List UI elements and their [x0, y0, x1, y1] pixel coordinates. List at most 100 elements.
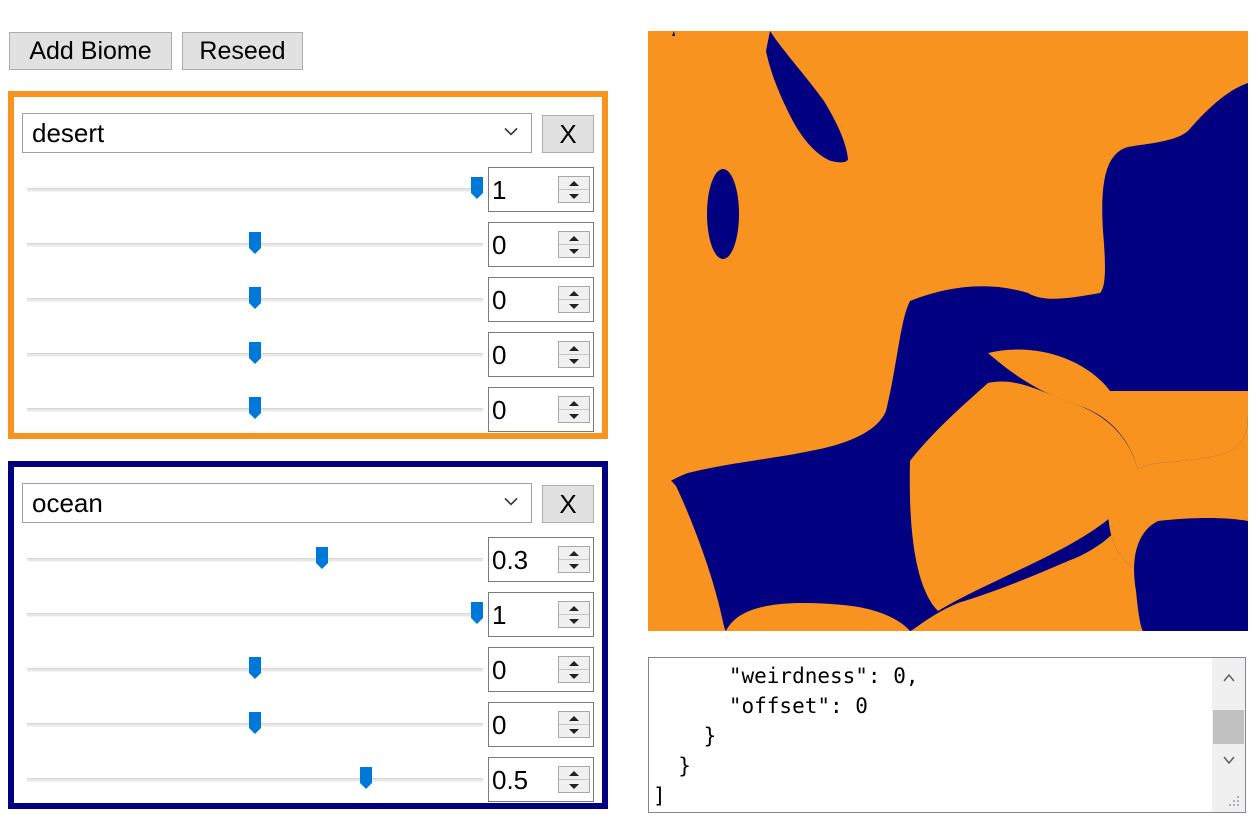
slider-thumb[interactable] — [249, 342, 261, 364]
spin-down-arrow-icon[interactable] — [559, 190, 589, 203]
parameter-spinbox[interactable]: 0 — [488, 222, 594, 267]
spin-up-arrow-icon[interactable] — [559, 287, 589, 300]
parameter-spinbox[interactable]: 1 — [488, 167, 594, 212]
spin-up-arrow-icon[interactable] — [559, 602, 589, 615]
desert-region — [910, 349, 1248, 631]
parameter-spinbox[interactable]: 0 — [488, 332, 594, 377]
spin-arrows — [558, 711, 590, 738]
biome-map — [648, 31, 1248, 631]
parameter-spinbox[interactable]: 0 — [488, 387, 594, 432]
parameter-value: 0 — [492, 230, 507, 260]
spin-down-arrow-icon[interactable] — [559, 780, 589, 793]
spin-down-arrow-icon[interactable] — [559, 245, 589, 258]
parameter-spinbox[interactable]: 0 — [488, 277, 594, 322]
json-line: "offset": 0 — [653, 694, 868, 718]
spin-up-arrow-icon[interactable] — [559, 397, 589, 410]
json-line: } — [653, 724, 717, 748]
parameter-row: 0 — [14, 332, 602, 380]
biome-type-value: desert — [32, 117, 105, 148]
ocean-region — [707, 169, 739, 259]
json-line: } — [653, 754, 691, 778]
ocean-region — [672, 31, 675, 36]
spin-arrows — [558, 176, 590, 203]
spin-down-arrow-icon[interactable] — [559, 560, 589, 573]
slider-thumb[interactable] — [249, 657, 261, 679]
spin-arrows — [558, 601, 590, 628]
spin-up-arrow-icon[interactable] — [559, 712, 589, 725]
parameter-value: 0.3 — [492, 545, 529, 575]
parameter-row: 0 — [14, 277, 602, 325]
chevron-down-icon — [504, 127, 518, 136]
slider-thumb[interactable] — [249, 712, 261, 734]
parameter-slider[interactable] — [27, 188, 483, 192]
parameter-slider[interactable] — [27, 558, 483, 562]
add-biome-button[interactable]: Add Biome — [9, 32, 172, 70]
remove-biome-button[interactable]: X — [542, 485, 594, 523]
ocean-region — [766, 31, 848, 163]
spin-down-arrow-icon[interactable] — [559, 410, 589, 423]
parameter-row: 0 — [14, 702, 602, 750]
spin-up-arrow-icon[interactable] — [559, 657, 589, 670]
spin-down-arrow-icon[interactable] — [559, 300, 589, 313]
json-line: ] — [653, 784, 666, 808]
json-line: "weirdness": 0, — [653, 664, 919, 688]
parameter-slider[interactable] — [27, 778, 483, 782]
biome-panel-desert: desert X 1 0 0 0 0 — [8, 91, 608, 439]
spin-arrows — [558, 766, 590, 793]
scroll-down-arrow-icon[interactable] — [1223, 754, 1235, 766]
parameter-spinbox[interactable]: 0.5 — [488, 757, 594, 802]
biome-type-select[interactable]: ocean — [22, 483, 532, 523]
ocean-region — [1134, 518, 1248, 631]
spin-down-arrow-icon[interactable] — [559, 615, 589, 628]
parameter-spinbox[interactable]: 0 — [488, 647, 594, 692]
parameter-spinbox[interactable]: 1 — [488, 592, 594, 637]
vertical-scrollbar[interactable] — [1212, 658, 1245, 812]
spin-up-arrow-icon[interactable] — [559, 177, 589, 190]
parameter-spinbox[interactable]: 0.3 — [488, 537, 594, 582]
spin-arrows — [558, 231, 590, 258]
slider-thumb[interactable] — [360, 767, 372, 789]
parameter-value: 0 — [492, 395, 507, 425]
slider-thumb[interactable] — [315, 547, 328, 569]
slider-thumb[interactable] — [471, 177, 483, 199]
spin-arrows — [558, 546, 590, 573]
desert-region — [648, 463, 726, 631]
slider-thumb[interactable] — [249, 397, 261, 419]
desert-region — [909, 381, 1140, 611]
biome-type-value: ocean — [32, 487, 103, 518]
spin-up-arrow-icon[interactable] — [559, 547, 589, 560]
scrollbar-thumb[interactable] — [1213, 710, 1244, 744]
spin-down-arrow-icon[interactable] — [559, 670, 589, 683]
parameter-slider[interactable] — [27, 613, 483, 617]
json-output-text: "weirdness": 0, "offset": 0 } }] — [649, 661, 919, 811]
spin-down-arrow-icon[interactable] — [559, 355, 589, 368]
slider-thumb[interactable] — [249, 232, 261, 254]
scroll-up-arrow-icon[interactable] — [1223, 672, 1235, 684]
biome-type-select[interactable]: desert — [22, 113, 532, 153]
spin-arrows — [558, 286, 590, 313]
parameter-value: 1 — [492, 600, 507, 630]
resize-grip-icon[interactable] — [1227, 794, 1241, 808]
json-output-textarea[interactable]: "weirdness": 0, "offset": 0 } }] — [648, 657, 1246, 813]
parameter-row: 0 — [14, 222, 602, 270]
parameter-value: 0 — [492, 710, 507, 740]
slider-thumb[interactable] — [249, 287, 261, 309]
spin-arrows — [558, 656, 590, 683]
spin-up-arrow-icon[interactable] — [559, 767, 589, 780]
chevron-down-icon — [504, 497, 518, 506]
spin-arrows — [558, 341, 590, 368]
remove-biome-button[interactable]: X — [542, 115, 594, 153]
parameter-value: 0.5 — [492, 765, 529, 795]
parameter-spinbox[interactable]: 0 — [488, 702, 594, 747]
spin-up-arrow-icon[interactable] — [559, 232, 589, 245]
parameter-value: 0 — [492, 340, 507, 370]
slider-thumb[interactable] — [471, 602, 483, 624]
biome-panel-ocean: ocean X 0.3 1 0 0 0.5 — [8, 461, 608, 809]
spin-down-arrow-icon[interactable] — [559, 725, 589, 738]
parameter-row: 0 — [14, 387, 602, 435]
spin-up-arrow-icon[interactable] — [559, 342, 589, 355]
parameter-row: 0 — [14, 647, 602, 695]
parameter-value: 0 — [492, 655, 507, 685]
reseed-button[interactable]: Reseed — [182, 32, 303, 70]
parameter-row: 0.3 — [14, 537, 602, 585]
